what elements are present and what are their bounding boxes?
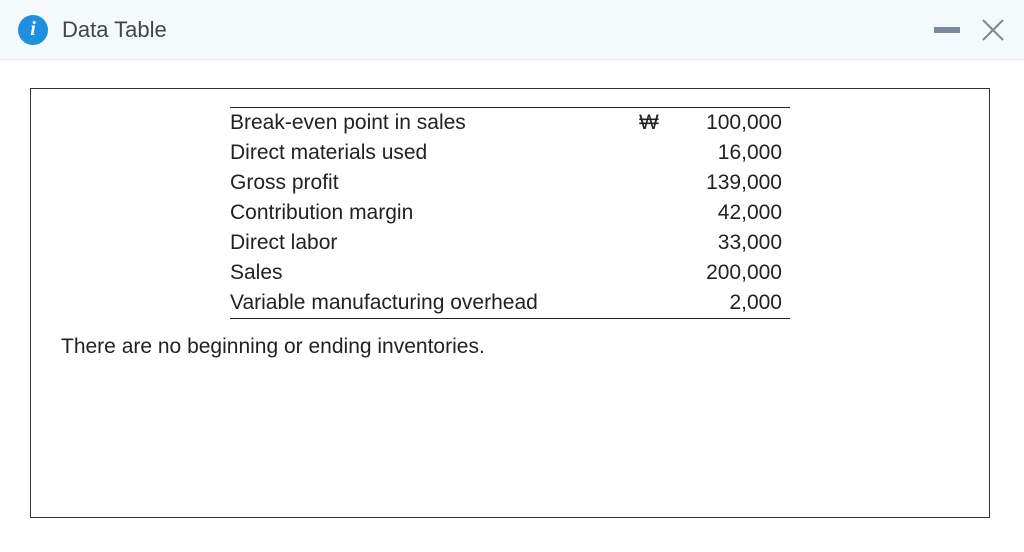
row-label: Direct labor xyxy=(230,228,633,258)
minimize-icon[interactable] xyxy=(934,27,960,33)
currency-symbol xyxy=(633,198,667,228)
currency-symbol xyxy=(633,138,667,168)
table-row: Sales 200,000 xyxy=(230,258,790,288)
table-row: Direct materials used 16,000 xyxy=(230,138,790,168)
row-value: 42,000 xyxy=(667,198,790,228)
table-row: Direct labor 33,000 xyxy=(230,228,790,258)
table-body: Break-even point in sales ₩ 100,000 Dire… xyxy=(230,108,790,319)
currency-symbol xyxy=(633,228,667,258)
currency-symbol xyxy=(633,288,667,319)
table-row: Break-even point in sales ₩ 100,000 xyxy=(230,108,790,139)
row-label: Variable manufacturing overhead xyxy=(230,288,633,319)
currency-symbol xyxy=(633,258,667,288)
table-row: Variable manufacturing overhead 2,000 xyxy=(230,288,790,319)
info-icon: i xyxy=(18,15,48,45)
data-panel: Break-even point in sales ₩ 100,000 Dire… xyxy=(30,88,990,518)
row-label: Contribution margin xyxy=(230,198,633,228)
row-label: Sales xyxy=(230,258,633,288)
row-value: 2,000 xyxy=(667,288,790,319)
content-region: Break-even point in sales ₩ 100,000 Dire… xyxy=(0,60,1024,518)
row-value: 200,000 xyxy=(667,258,790,288)
table-row: Contribution margin 42,000 xyxy=(230,198,790,228)
dialog-title: Data Table xyxy=(62,17,167,43)
dialog-header: i Data Table xyxy=(0,0,1024,60)
currency-symbol: ₩ xyxy=(633,108,667,139)
currency-symbol xyxy=(633,168,667,198)
row-label: Direct materials used xyxy=(230,138,633,168)
row-label: Break-even point in sales xyxy=(230,108,633,139)
table-row: Gross profit 139,000 xyxy=(230,168,790,198)
row-label: Gross profit xyxy=(230,168,633,198)
window-controls xyxy=(934,17,1006,43)
row-value: 100,000 xyxy=(667,108,790,139)
row-value: 139,000 xyxy=(667,168,790,198)
close-icon[interactable] xyxy=(980,17,1006,43)
financial-table: Break-even point in sales ₩ 100,000 Dire… xyxy=(230,107,790,319)
row-value: 16,000 xyxy=(667,138,790,168)
header-left: i Data Table xyxy=(18,15,167,45)
footnote-text: There are no beginning or ending invento… xyxy=(61,335,959,359)
row-value: 33,000 xyxy=(667,228,790,258)
